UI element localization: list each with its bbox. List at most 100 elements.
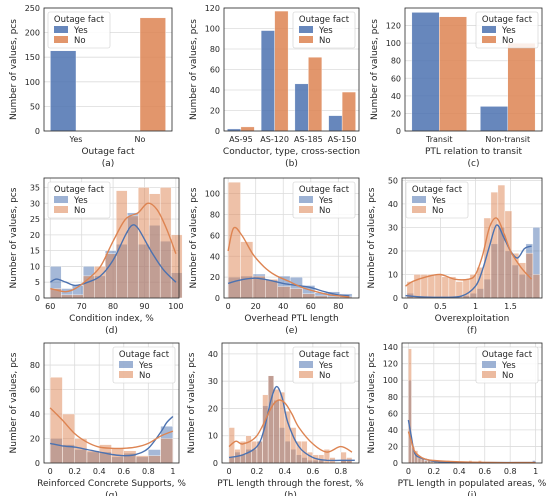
legend-title: Outage fact [482,15,533,25]
hist-bar-no [525,253,534,299]
bar-yes [294,83,309,132]
x-axis-label: Condition index, % [69,314,154,324]
legend-swatch-no [299,36,313,43]
y-tick-label: 10 [30,262,40,271]
y-tick-label: 40 [391,92,401,101]
x-axis-label: PTL length in populated areas, % [398,479,547,489]
plot-frame [221,342,360,464]
y-tick-label: 100 [25,78,40,87]
hist-bar-no [245,435,252,464]
x-tick-label: 0.4 [279,467,292,476]
x-tick-label: 0.6 [478,467,491,476]
hist-bar-no [267,375,274,464]
hist-bar-no [74,438,88,464]
legend-swatch-yes [299,196,313,203]
x-tick-label: 40 [278,302,288,311]
hist-bar-no [408,348,412,464]
hist-bar-no [159,187,172,299]
chart-panel-b: AS-95 AS-120 AS-185 AS-150 0 20 40 60 80 100 120 Co… [189,4,360,169]
y-axis-label: Number of values, pcs [187,352,197,453]
y-tick-label: 100 [383,376,398,385]
x-tick-label: 60 [306,302,316,311]
x-tick-label: AS-120 [260,135,289,144]
y-axis-label: Number of values, pcs [189,187,199,288]
legend-label: No [319,371,331,381]
y-tick-label: 0 [393,294,398,303]
panel-caption: (i) [467,491,477,496]
x-tick-label: 0.5 [434,302,447,311]
y-tick-label: 60 [388,409,398,418]
x-axis-label: PTL length through the forest, % [217,479,364,489]
x-tick-label: 0 [406,467,411,476]
panel-caption: (h) [284,491,297,496]
plot-frame [223,7,360,132]
legend-label: No [139,371,151,381]
hist-bar-no [434,274,443,299]
legend-swatch-yes [54,26,68,33]
kde-line-yes [405,224,532,299]
legend-label: No [319,36,331,46]
legend-title: Outage fact [299,350,350,360]
y-tick-label: 60 [210,66,220,75]
y-tick-label: 10 [388,270,398,279]
chart-panel-f: 0 0.5 1 1.5 0 10 20 30 40 50 Overexploitation (f) Nu… [367,176,543,336]
y-tick-label: 150 [25,53,40,62]
legend-label: Yes [318,26,333,36]
legend-label: Yes [501,361,516,371]
x-tick-label: AS-95 [229,135,253,144]
x-axis-label: Reinforced Concrete Supports, % [37,479,186,489]
plot-frame [223,177,360,299]
kde-line-yes [228,385,355,462]
legend-swatch-no [54,206,68,213]
kde-line-yes [49,224,177,287]
y-tick-label: 80 [210,45,220,54]
legend-label: Yes [73,196,88,206]
y-tick-label: 0 [215,127,220,136]
hist-bar-no [123,450,137,464]
y-tick-label: 100 [205,25,220,34]
x-tick-label: 0.8 [334,467,347,476]
legend-swatch-yes [482,26,496,33]
bar-no [308,57,323,132]
x-tick-label: Yes [69,135,83,144]
legend-title: Outage fact [54,15,105,25]
panel-caption: (g) [105,491,118,496]
y-tick-label: 20 [388,442,398,451]
hist-bar-no [448,276,457,299]
legend-swatch-no [482,371,496,378]
legend-swatch-yes [299,361,313,368]
y-tick-label: 100 [205,190,220,199]
legend-label: Yes [138,361,153,371]
legend-swatch-yes [299,26,313,33]
hist-bar-no [49,377,63,464]
x-axis-label: Conductor, type, cross-section [223,147,360,157]
legend-swatch-no [299,371,313,378]
y-tick-label: 0 [213,459,218,468]
y-tick-label: 5 [35,278,40,287]
legend-title: Outage fact [299,15,350,25]
x-tick-label: 20 [251,302,261,311]
y-axis-label: Number of values, pcs [9,187,19,288]
y-tick-label: 0 [396,127,401,136]
hist-bar-no [490,191,499,299]
y-tick-label: 30 [30,199,40,208]
bar-no [274,10,289,132]
y-tick-label: 250 [25,4,40,13]
hist-bar-no [284,410,291,464]
x-tick-label: 0.2 [427,467,440,476]
y-tick-label: 80 [210,211,220,220]
legend-swatch-no [482,36,496,43]
panel-caption: (b) [285,159,298,169]
x-tick-label: 0.2 [68,467,81,476]
y-tick-label: 120 [205,4,220,13]
legend-swatch-no [299,206,313,213]
y-tick-label: 20 [208,404,218,413]
y-tick-label: 10 [208,432,218,441]
hist-bar-no [251,440,258,464]
